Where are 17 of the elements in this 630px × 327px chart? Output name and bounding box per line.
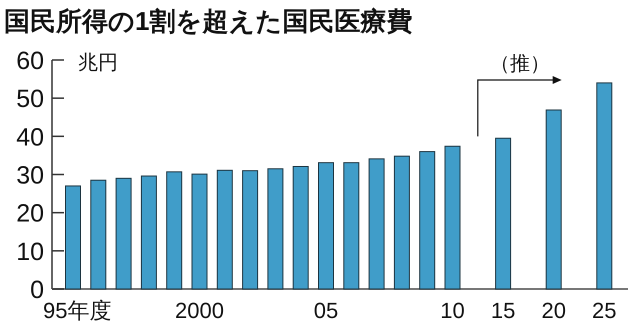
y-tick-label: 10 — [16, 238, 44, 266]
x-tick-label: 2000 — [175, 298, 224, 323]
x-tick-label: 10 — [440, 298, 465, 323]
x-tick-label: 95年度 — [43, 298, 112, 323]
y-tick-label: 50 — [16, 85, 44, 114]
x-tick-label: 15 — [490, 298, 516, 323]
y-tick-label: 60 — [16, 47, 44, 75]
y-tick-label: 20 — [16, 200, 44, 228]
x-tick-label: 20 — [541, 298, 566, 323]
y-tick-label: 0 — [30, 276, 44, 304]
y-tick-label: 40 — [16, 123, 44, 152]
x-tick-label: 25 — [592, 298, 617, 323]
ylabel: 兆円 — [78, 52, 118, 74]
title: 国民所得の1割を超えた国民医療費 — [4, 6, 412, 36]
x-tick-label: 05 — [314, 298, 338, 323]
annotation: （推） — [490, 53, 550, 75]
y-tick-label: 30 — [16, 162, 44, 190]
